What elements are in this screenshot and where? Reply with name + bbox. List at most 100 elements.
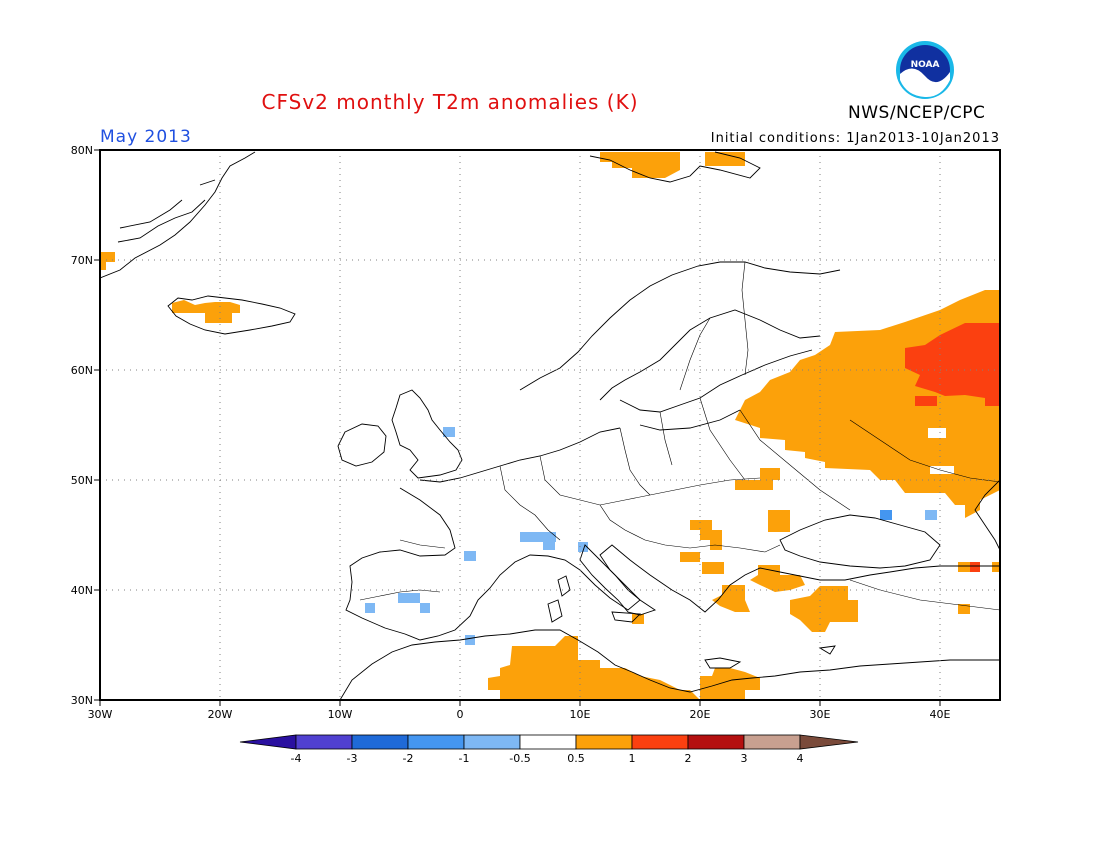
anomaly-cell <box>702 562 724 574</box>
map-grid <box>100 150 1000 700</box>
lon-label: 30E <box>810 708 831 721</box>
colorbar-segment <box>687 734 745 750</box>
colorbar-segment <box>407 734 465 750</box>
anomaly-cell <box>760 468 780 480</box>
coastline-greenland-inner <box>117 179 216 243</box>
anomaly-region-svalbard <box>600 152 680 178</box>
colorbar-label: -1 <box>459 752 470 765</box>
colorbar-label: 4 <box>797 752 804 765</box>
anomaly-cell <box>100 252 115 262</box>
lat-label: 30N <box>71 694 93 707</box>
anomaly-gap <box>930 466 954 474</box>
colorbar <box>239 734 859 750</box>
colorbar-segment <box>239 734 297 750</box>
colorbar-label: 1 <box>629 752 636 765</box>
lon-label: 0 <box>457 708 464 721</box>
coastline-black-sea <box>779 514 941 569</box>
colorbar-segment <box>799 734 859 750</box>
anomaly-region-iceland <box>172 300 240 323</box>
anomaly-gap <box>928 428 946 438</box>
anomaly-region-libya-egypt <box>700 668 760 700</box>
anomaly-cell <box>970 562 980 572</box>
coastline-svalbard <box>589 151 761 183</box>
anomaly-cell <box>680 552 700 562</box>
latitude-labels: 80N 70N 60N 50N 40N 30N <box>71 144 93 707</box>
cold-anomaly-cell <box>880 510 892 520</box>
lon-label: 10E <box>570 708 591 721</box>
cold-anomaly-cell <box>465 635 475 645</box>
logo-text: NOAA <box>911 60 940 70</box>
chart-title: CFSv2 monthly T2m anomalies (K) <box>261 90 639 114</box>
anomaly-region-anatolia <box>790 586 858 632</box>
country-borders <box>359 261 1000 611</box>
coastline-italy <box>579 544 657 616</box>
cold-anomaly-cell <box>443 427 455 437</box>
coastline-greenland <box>100 151 256 279</box>
lon-label: 10W <box>328 708 353 721</box>
coastline-scandinavia <box>519 261 841 401</box>
cold-anomaly-cell <box>420 603 430 613</box>
coastline-north-africa <box>339 629 1000 700</box>
colorbar-labels: -4 -3 -2 -1 -0.5 0.5 1 2 3 4 <box>291 752 804 765</box>
coastline-ireland <box>337 423 387 467</box>
colorbar-segment <box>519 734 577 750</box>
anomaly-cell <box>632 614 644 624</box>
anomaly-region-bulgaria-turkey <box>750 565 805 592</box>
period-label: May 2013 <box>100 127 192 147</box>
anomaly-cell <box>992 562 1000 572</box>
lon-label: 20E <box>690 708 711 721</box>
anomaly-region-north-russia <box>735 290 1000 518</box>
coastline-caspian <box>974 479 1000 551</box>
coastline-british-isles <box>391 389 463 479</box>
lat-label: 40N <box>71 584 93 597</box>
colorbar-label: -4 <box>291 752 302 765</box>
lat-label: 80N <box>71 144 93 157</box>
colorbar-segment <box>295 734 353 750</box>
noaa-logo: NOAA <box>896 41 954 99</box>
anomaly-region-greece <box>712 585 750 612</box>
longitude-labels: 30W 20W 10W 0 10E 20E 30E 40E <box>88 708 951 721</box>
coastline-western-europe <box>345 427 1000 641</box>
tick-marks <box>94 149 941 706</box>
colorbar-label: 0.5 <box>567 752 585 765</box>
cold-anomaly-cell <box>398 593 420 603</box>
coastline-mediterranean-islands <box>547 575 836 669</box>
anomaly-cell <box>735 480 773 490</box>
cold-anomaly-cell <box>543 542 555 550</box>
colorbar-label: 2 <box>685 752 692 765</box>
colorbar-segment <box>463 734 521 750</box>
anomaly-cell <box>958 604 970 614</box>
cold-anomaly-cell <box>925 510 937 520</box>
cold-anomaly-cell <box>520 532 556 542</box>
border-lines <box>359 261 1000 611</box>
coastline-baltic <box>619 349 813 431</box>
colorbar-label: -0.5 <box>509 752 530 765</box>
colorbar-segment <box>631 734 689 750</box>
initial-conditions: Initial conditions: 1Jan2013-10Jan2013 <box>710 131 1000 146</box>
colorbar-segment <box>575 734 633 750</box>
anomaly-cell <box>768 510 790 532</box>
anomaly-region-balkans <box>690 520 722 550</box>
anomaly-cell <box>100 262 106 270</box>
colorbar-label: 3 <box>741 752 748 765</box>
anomaly-layer <box>100 152 1000 700</box>
organization-label: NWS/NCEP/CPC <box>848 103 986 123</box>
cold-anomaly-cell <box>578 542 588 552</box>
map-frame <box>99 149 1001 701</box>
cold-anomaly-cell <box>365 603 375 613</box>
anomaly-region-svalbard-east <box>705 152 745 166</box>
lon-label: 40E <box>930 708 951 721</box>
anomaly-cell <box>915 396 937 406</box>
colorbar-label: -3 <box>347 752 358 765</box>
lon-label: 20W <box>208 708 233 721</box>
lat-label: 50N <box>71 474 93 487</box>
anomaly-region-north-africa <box>488 636 700 700</box>
colorbar-label: -2 <box>403 752 414 765</box>
lat-label: 60N <box>71 364 93 377</box>
lon-label: 30W <box>88 708 113 721</box>
colorbar-segment <box>351 734 409 750</box>
coastline-iceland <box>167 295 296 335</box>
cold-anomaly-cell <box>464 551 476 561</box>
lat-label: 70N <box>71 254 93 267</box>
